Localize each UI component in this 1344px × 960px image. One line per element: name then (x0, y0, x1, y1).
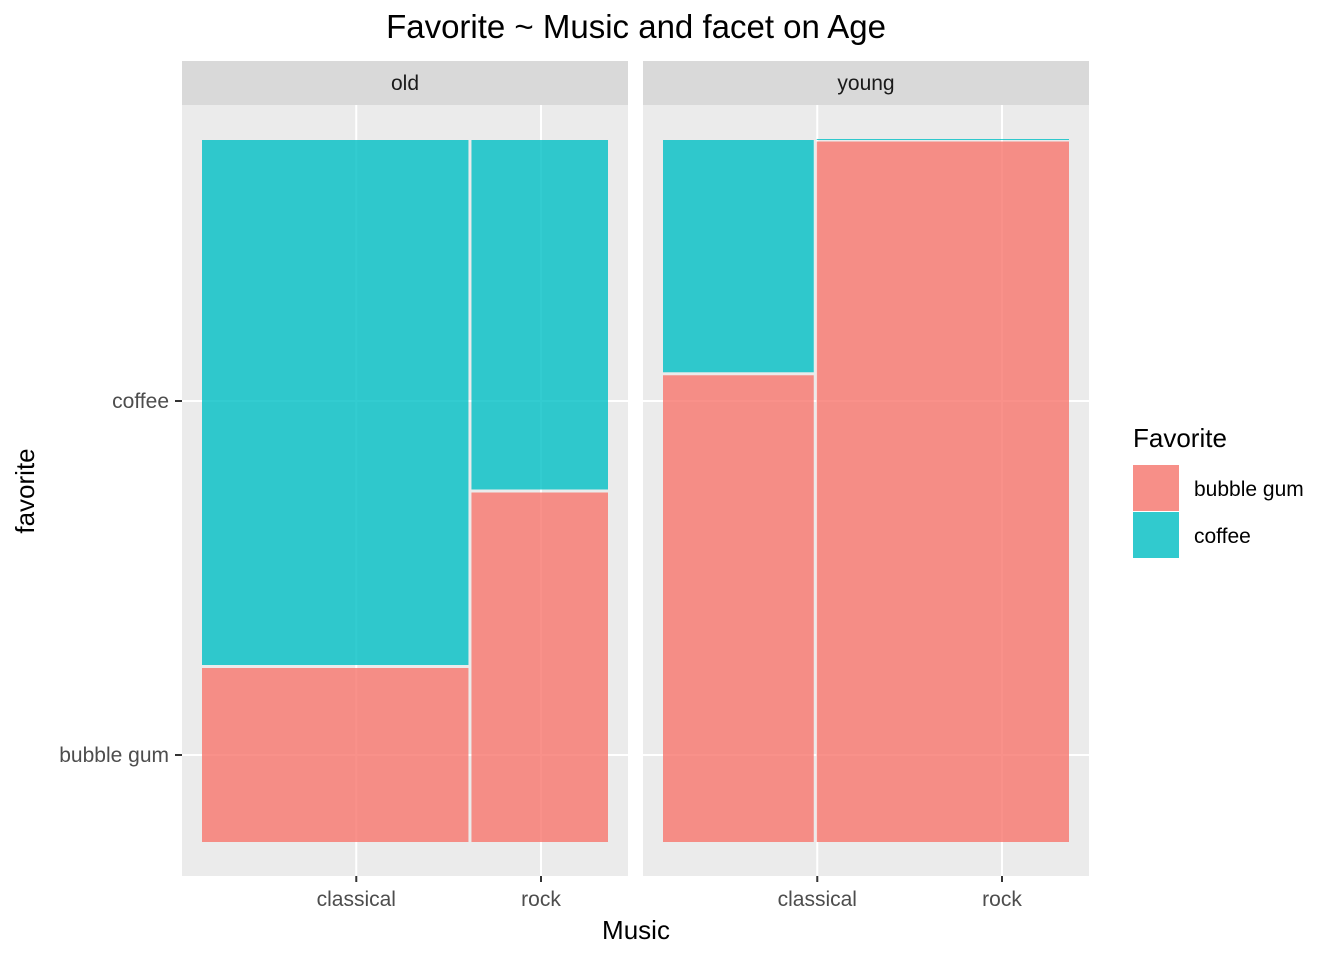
facet-strip (182, 61, 628, 105)
mosaic-tile-classical-bubble-gum (663, 375, 814, 842)
facet-strip (643, 61, 1089, 105)
y-axis: coffee bubble gum (59, 390, 182, 767)
x-tick-label: rock (521, 888, 561, 911)
mosaic-tile-rock-bubble-gum (816, 141, 1069, 842)
mosaic-tile-classical-bubble-gum (202, 668, 469, 842)
mosaic-tile-rock-coffee (816, 139, 1069, 140)
x-tick-label: classical (778, 888, 857, 911)
facet-strip-label: young (837, 72, 894, 95)
legend-label: coffee (1194, 525, 1251, 548)
facet-panel-young: young classical rock (643, 61, 1089, 911)
legend-label: bubble gum (1194, 478, 1304, 501)
legend-swatch-coffee (1133, 512, 1179, 558)
facet-panels: old classical rock young classical rock (182, 61, 1089, 911)
mosaic-tile-classical-coffee (663, 140, 814, 373)
x-axis-title: Music (602, 915, 670, 945)
facet-panel-old: old classical rock (182, 61, 628, 911)
mosaic-tile-rock-bubble-gum (471, 492, 608, 842)
mosaic-tile-classical-coffee (202, 140, 469, 665)
legend-swatch-bubble-gum (1133, 465, 1179, 511)
y-tick-label: bubble gum (59, 744, 169, 767)
x-tick-label: rock (982, 888, 1022, 911)
chart-title: Favorite ~ Music and facet on Age (386, 8, 886, 45)
y-axis-title: favorite (10, 448, 40, 533)
legend: Favorite bubble gum coffee (1133, 423, 1304, 558)
legend-title: Favorite (1133, 423, 1227, 453)
facet-strip-label: old (391, 72, 419, 95)
mosaic-tile-rock-coffee (471, 140, 608, 490)
x-tick-label: classical (317, 888, 396, 911)
y-tick-label: coffee (112, 390, 169, 413)
